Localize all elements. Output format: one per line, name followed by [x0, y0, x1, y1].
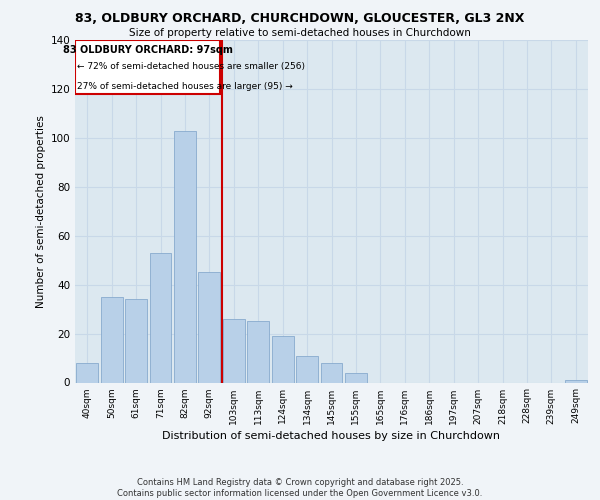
- Text: 83 OLDBURY ORCHARD: 97sqm: 83 OLDBURY ORCHARD: 97sqm: [63, 45, 233, 55]
- Bar: [199, 272, 220, 382]
- X-axis label: Distribution of semi-detached houses by size in Churchdown: Distribution of semi-detached houses by …: [163, 430, 500, 440]
- Bar: [101, 297, 122, 382]
- Text: Contains HM Land Registry data © Crown copyright and database right 2025.
Contai: Contains HM Land Registry data © Crown c…: [118, 478, 482, 498]
- Bar: [320, 363, 343, 382]
- Text: ← 72% of semi-detached houses are smaller (256): ← 72% of semi-detached houses are smalle…: [77, 62, 305, 71]
- Bar: [223, 319, 245, 382]
- Bar: [345, 372, 367, 382]
- Bar: [247, 322, 269, 382]
- Bar: [76, 363, 98, 382]
- Bar: [565, 380, 587, 382]
- Bar: [125, 300, 147, 382]
- Bar: [149, 253, 172, 382]
- Text: 83, OLDBURY ORCHARD, CHURCHDOWN, GLOUCESTER, GL3 2NX: 83, OLDBURY ORCHARD, CHURCHDOWN, GLOUCES…: [76, 12, 524, 26]
- Text: 27% of semi-detached houses are larger (95) →: 27% of semi-detached houses are larger (…: [77, 82, 293, 90]
- Bar: [272, 336, 293, 382]
- Bar: [174, 130, 196, 382]
- FancyBboxPatch shape: [75, 40, 220, 94]
- Bar: [296, 356, 318, 382]
- Y-axis label: Number of semi-detached properties: Number of semi-detached properties: [36, 115, 46, 308]
- Text: Size of property relative to semi-detached houses in Churchdown: Size of property relative to semi-detach…: [129, 28, 471, 38]
